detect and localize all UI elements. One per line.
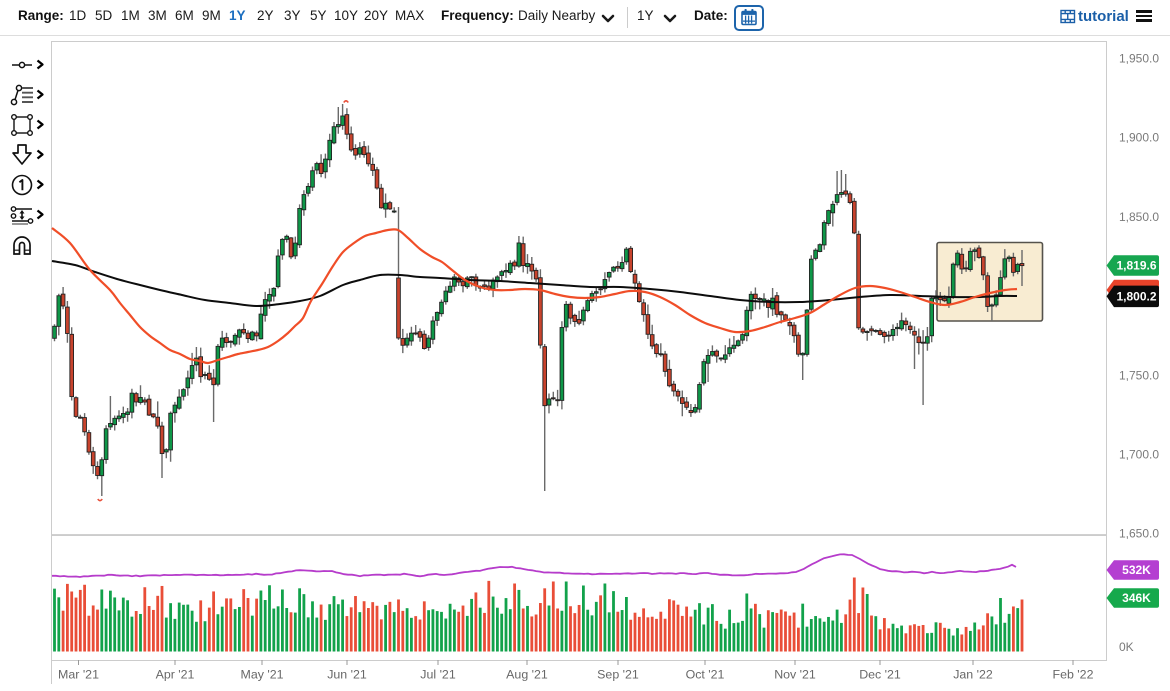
svg-text:1,900.0: 1,900.0 (1119, 131, 1159, 145)
svg-text:1,650.0: 1,650.0 (1119, 527, 1159, 541)
svg-text:346K: 346K (1122, 591, 1151, 605)
svg-text:Nov '21: Nov '21 (774, 668, 816, 682)
svg-text:Apr '21: Apr '21 (156, 668, 195, 682)
svg-text:Feb '22: Feb '22 (1053, 668, 1094, 682)
svg-text:Aug '21: Aug '21 (506, 668, 548, 682)
svg-text:Sep '21: Sep '21 (597, 668, 639, 682)
svg-text:532K: 532K (1122, 563, 1151, 577)
svg-text:Jan '22: Jan '22 (953, 668, 993, 682)
svg-text:1,819.6: 1,819.6 (1116, 259, 1156, 273)
svg-text:Jul '21: Jul '21 (420, 668, 456, 682)
svg-text:1,950.0: 1,950.0 (1119, 52, 1159, 66)
svg-text:1,700.0: 1,700.0 (1119, 448, 1159, 462)
svg-text:Jun '21: Jun '21 (327, 668, 367, 682)
svg-text:May '21: May '21 (241, 668, 284, 682)
svg-text:1,750.0: 1,750.0 (1119, 368, 1159, 382)
svg-text:Oct '21: Oct '21 (686, 668, 725, 682)
svg-text:1,800.2: 1,800.2 (1116, 290, 1156, 304)
svg-text:0K: 0K (1119, 640, 1134, 654)
svg-text:Dec '21: Dec '21 (859, 668, 901, 682)
svg-text:Mar '21: Mar '21 (58, 668, 99, 682)
svg-text:1,850.0: 1,850.0 (1119, 210, 1159, 224)
